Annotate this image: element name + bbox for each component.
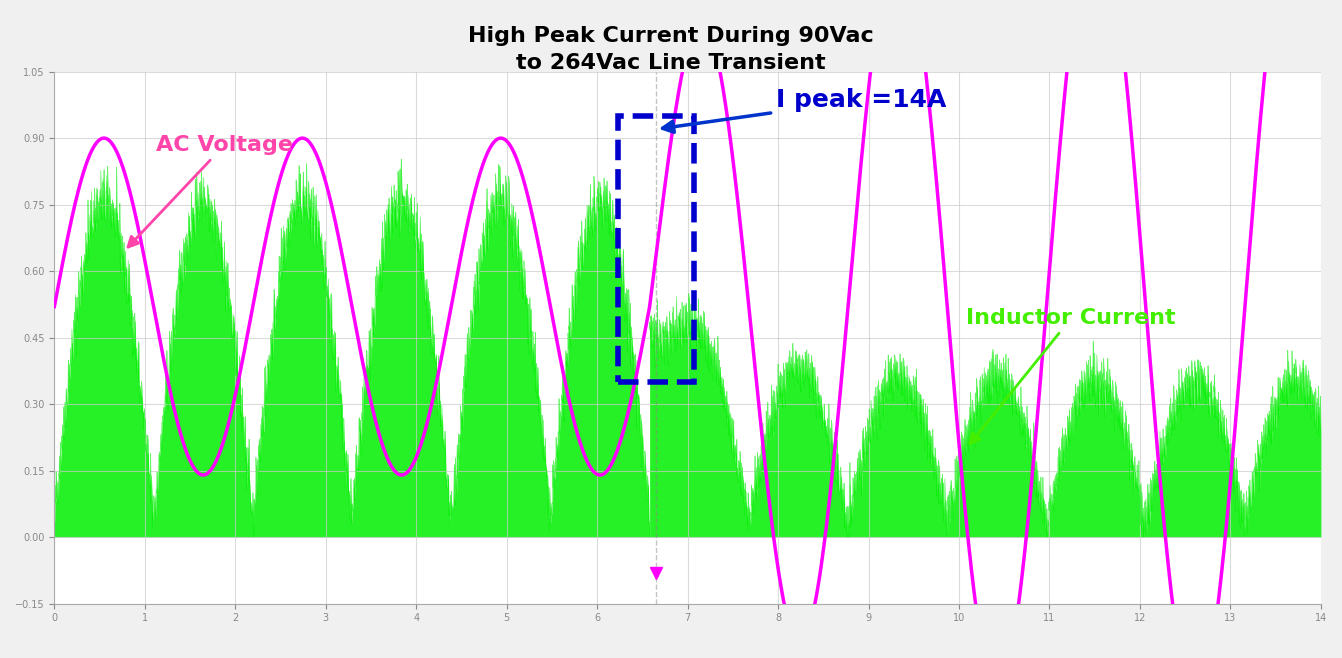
- Text: AC Voltage: AC Voltage: [127, 136, 293, 247]
- Text: Inductor Current: Inductor Current: [966, 309, 1176, 443]
- Text: High Peak Current During 90Vac
to 264Vac Line Transient: High Peak Current During 90Vac to 264Vac…: [468, 26, 874, 73]
- Text: I peak =14A: I peak =14A: [663, 88, 946, 132]
